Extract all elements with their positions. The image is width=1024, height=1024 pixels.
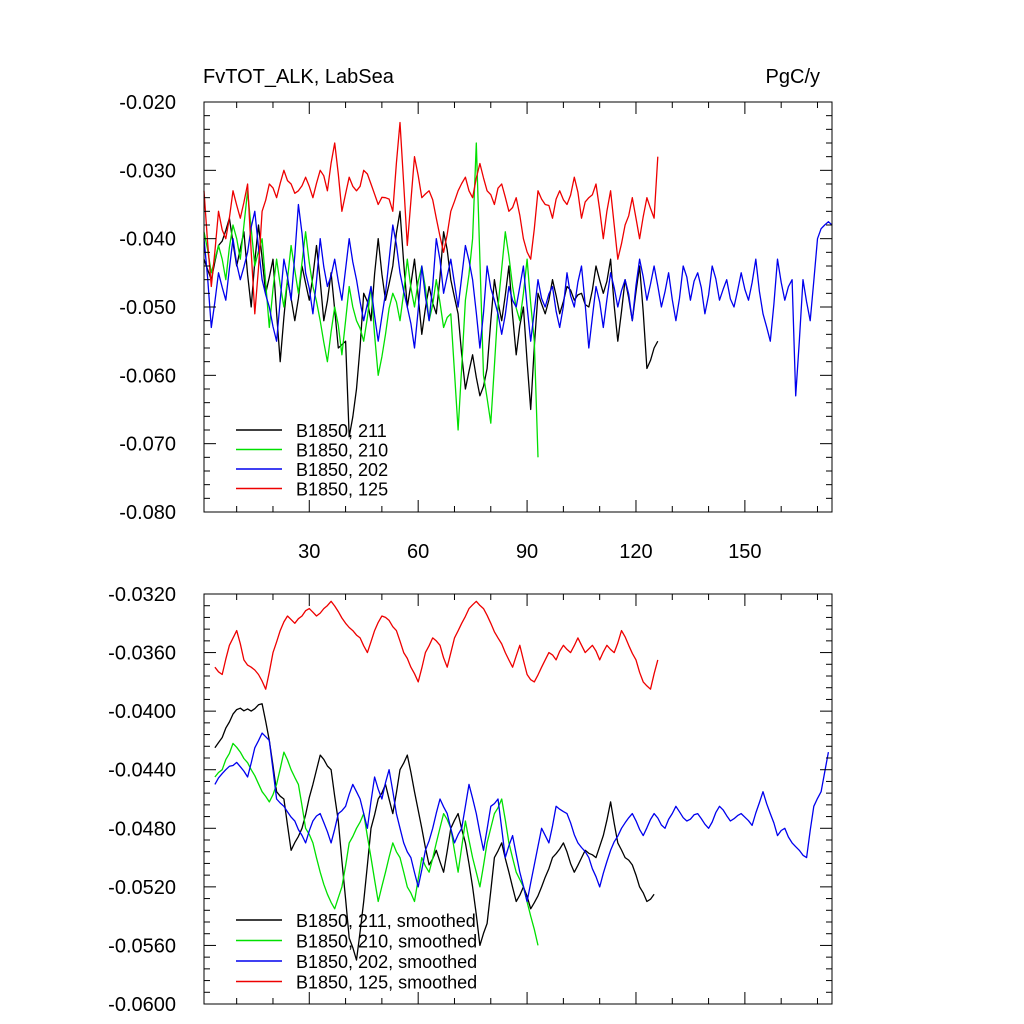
x-tick-label: 90 [516, 541, 538, 563]
top-panel-raw: -0.080 -0.070 -0.060 -0.050 -0.040 -0.030 -0.0… [119, 92, 833, 563]
legend-label-2: B1850, 210, smoothed [296, 932, 477, 952]
series-line-2 [214, 742, 539, 946]
y-tick-label: -0.0440 [108, 760, 176, 782]
y-tick-label: -0.070 [119, 434, 176, 456]
x-tick-label: 150 [728, 541, 761, 563]
legend-label-2: B1850, 210 [296, 441, 388, 461]
x-tick-label: 60 [407, 541, 429, 563]
legend-label-3: B1850, 202 [296, 460, 388, 480]
legend-label-1: B1850, 211 [296, 421, 387, 441]
y-tick-label: -0.0320 [108, 584, 176, 606]
y-tick-label: -0.0600 [108, 994, 176, 1016]
legend-label-4: B1850, 125, smoothed [296, 973, 477, 993]
legend-label-1: B1850, 211, smoothed [296, 911, 476, 931]
y-tick-label: -0.050 [119, 297, 176, 319]
series-line-4 [214, 600, 659, 690]
series-line-3 [203, 203, 833, 397]
y-tick-label: -0.040 [119, 229, 176, 251]
y-tick-label: -0.0360 [108, 643, 176, 665]
y-tick-label: -0.020 [119, 92, 176, 114]
figure-title: FvTOT_ALK, LabSea [203, 66, 395, 88]
series-line-4 [203, 121, 659, 315]
y-tick-label: -0.0560 [108, 935, 176, 957]
y-tick-label: -0.0520 [108, 877, 176, 899]
legend-label-4: B1850, 125 [296, 480, 388, 500]
plot-frame [203, 593, 833, 1005]
series-line-1 [203, 210, 659, 438]
y-tick-label: -0.0400 [108, 701, 176, 723]
y-tick-label: -0.080 [119, 502, 176, 524]
y-tick-label: -0.0480 [108, 818, 176, 840]
x-tick-label: 30 [298, 541, 320, 563]
series-line-3 [214, 732, 830, 903]
bottom-panel-smoothed: -0.0600 -0.0560 -0.0520 -0.0480 -0.0440 -0.04… [108, 584, 833, 1016]
units-label: PgC/y [766, 66, 820, 88]
y-tick-label: -0.060 [119, 365, 176, 387]
legend-label-3: B1850, 202, smoothed [296, 952, 477, 972]
series-line-1 [214, 703, 655, 961]
x-tick-label: 120 [619, 541, 652, 563]
y-tick-label: -0.030 [119, 160, 176, 182]
